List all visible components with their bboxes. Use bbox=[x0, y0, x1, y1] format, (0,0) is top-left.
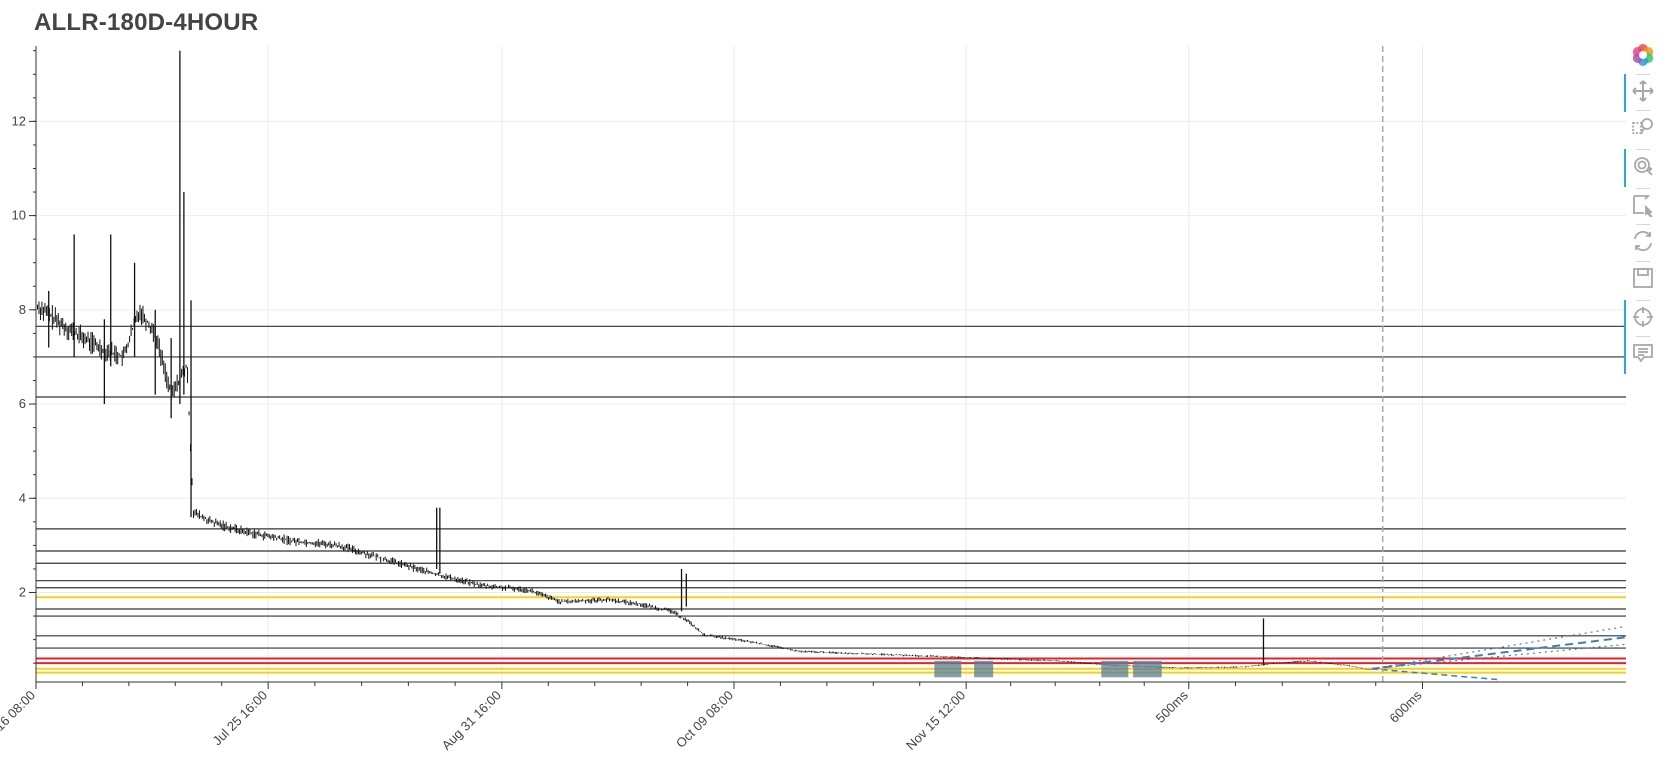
projection-down bbox=[1371, 668, 1499, 681]
price-series bbox=[35, 50, 1373, 678]
x-tick-label: 500ms bbox=[1153, 687, 1192, 726]
y-tick-label: 6 bbox=[19, 396, 26, 411]
toolbar-separator bbox=[1636, 261, 1650, 262]
crosshair-tool-icon bbox=[1631, 305, 1655, 334]
toolbar-separator bbox=[1636, 188, 1650, 189]
box-zoom-tool-icon bbox=[1631, 115, 1655, 144]
projection-lines bbox=[1371, 625, 1627, 681]
box-select-tool-icon bbox=[1631, 193, 1655, 222]
projection-dashed bbox=[1371, 636, 1627, 670]
chart-toolbar bbox=[1622, 40, 1664, 400]
chart-title: ALLR-180D-4HOUR bbox=[34, 9, 259, 36]
crosshair-tool-button[interactable] bbox=[1624, 300, 1658, 338]
y-tick-label: 10 bbox=[12, 208, 26, 223]
x-tick-label: Nov 15 12:00 bbox=[903, 688, 968, 753]
horizontal-levels bbox=[36, 325, 1626, 674]
wheel-zoom-tool-icon bbox=[1631, 154, 1655, 183]
projection-dotted-lower bbox=[1371, 643, 1627, 670]
y-tick-label: 4 bbox=[19, 490, 26, 505]
box-select-tool-button[interactable] bbox=[1628, 192, 1658, 222]
x-tick-label: Jul 25 16:00 bbox=[210, 688, 271, 749]
toolbar-separator bbox=[1636, 336, 1650, 337]
y-tick-label: 12 bbox=[12, 113, 26, 128]
toolbar-separator bbox=[1636, 149, 1650, 150]
grid-lines bbox=[35, 46, 1626, 682]
save-tool-button[interactable] bbox=[1628, 265, 1658, 295]
y-tick-label: 2 bbox=[19, 584, 26, 599]
x-tick-label: Jun 16 08:00 bbox=[0, 688, 38, 752]
x-tick-label: Aug 31 16:00 bbox=[439, 688, 504, 753]
bokeh-logo-button[interactable] bbox=[1628, 42, 1658, 72]
cluster-box bbox=[934, 660, 962, 678]
save-tool-icon bbox=[1631, 266, 1655, 295]
box-zoom-tool-button[interactable] bbox=[1628, 114, 1658, 144]
hover-tool-button[interactable] bbox=[1624, 336, 1658, 374]
pan-tool-button[interactable] bbox=[1624, 74, 1658, 112]
cluster-box bbox=[1101, 660, 1129, 678]
pan-tool-icon bbox=[1631, 79, 1655, 108]
toolbar-separator bbox=[1636, 74, 1650, 75]
hover-tool-icon bbox=[1631, 341, 1655, 370]
x-tick-label: Oct 09 08:00 bbox=[673, 688, 736, 751]
reset-tool-icon bbox=[1631, 229, 1655, 258]
cluster-box bbox=[974, 660, 994, 678]
cluster-box bbox=[1133, 660, 1162, 678]
toolbar-separator bbox=[1636, 110, 1650, 111]
x-tick-label: 600ms bbox=[1386, 687, 1425, 726]
reset-tool-button[interactable] bbox=[1628, 228, 1658, 258]
projection-dotted-upper bbox=[1371, 625, 1627, 670]
y-tick-label: 8 bbox=[19, 302, 26, 317]
wheel-zoom-tool-button[interactable] bbox=[1624, 149, 1658, 187]
toolbar-separator bbox=[1636, 300, 1650, 301]
bokeh-logo-icon bbox=[1630, 42, 1656, 73]
toolbar-separator bbox=[1636, 224, 1650, 225]
